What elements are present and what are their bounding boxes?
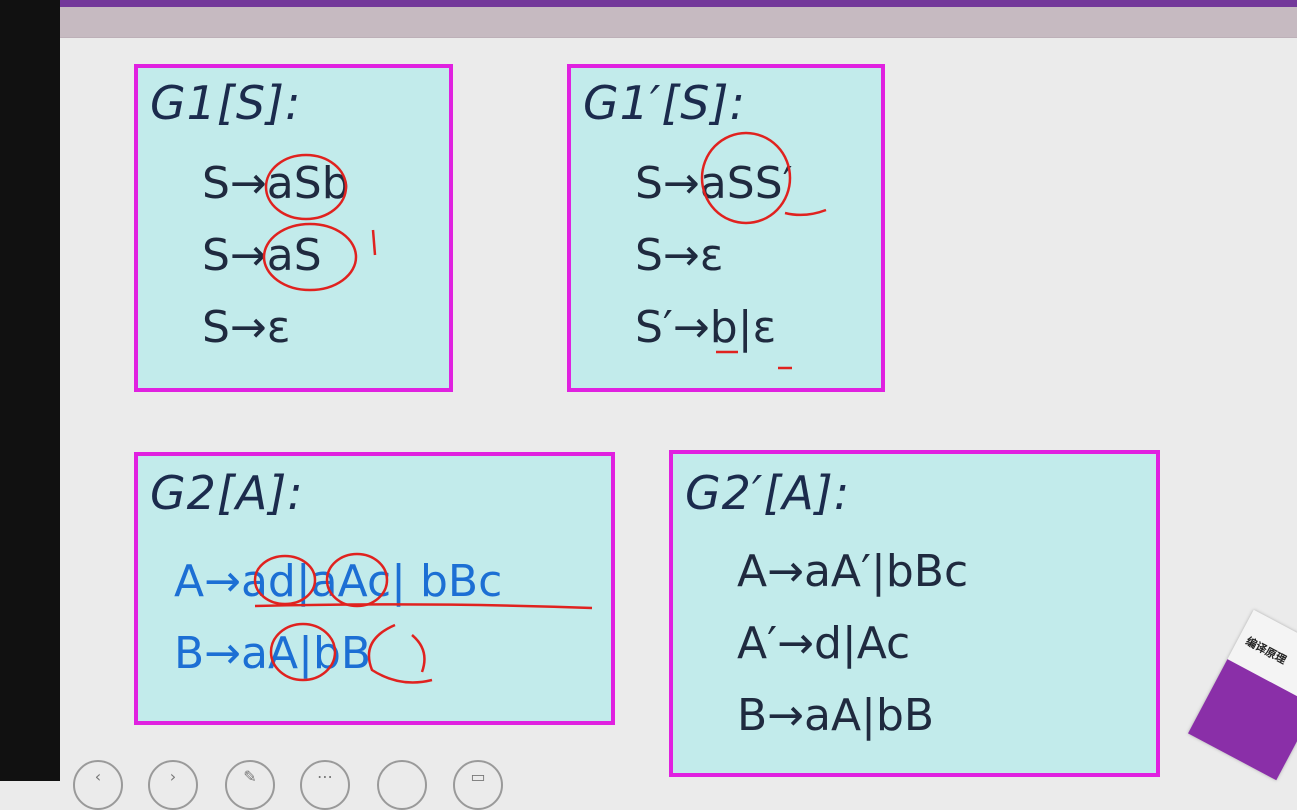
top-accent-bar	[60, 0, 1297, 7]
grammar-box-g2-prime: G2′[A]: A→aA′|bBc A′→d|Ac B→aA|bB	[669, 450, 1160, 777]
header-band	[60, 7, 1297, 38]
production: S→ε	[202, 302, 291, 353]
production: S→ε	[635, 230, 724, 281]
production: S→aS	[202, 230, 322, 281]
grammar-box-g1-prime: G1′[S]: S→aSS′ S→ε S′→b|ε	[567, 64, 885, 392]
book-cover-color	[1187, 659, 1297, 781]
production: S→aSS′	[635, 158, 793, 209]
pen-icon[interactable]: ✎	[225, 760, 275, 810]
box-title: G2[A]:	[150, 466, 304, 520]
grammar-box-g1: G1[S]: S→aSb S→aS S→ε	[134, 64, 453, 392]
production: S′→b|ε	[635, 302, 777, 353]
production: B→aA|bB	[737, 690, 935, 741]
book-cover-image: 编译原理	[1187, 609, 1297, 781]
blank-icon[interactable]	[377, 760, 427, 810]
production: B→aA|bB	[174, 628, 372, 679]
production: A→ad|aAc| bBc	[174, 556, 503, 607]
box-title: G1[S]:	[150, 76, 302, 130]
box-title: G1′[S]:	[583, 76, 746, 130]
production: A′→d|Ac	[737, 618, 911, 669]
book-title: 编译原理	[1243, 634, 1289, 667]
production: S→aSb	[202, 158, 350, 209]
layout-icon[interactable]: ▭	[453, 760, 503, 810]
next-icon[interactable]: ›	[148, 760, 198, 810]
production: A→aA′|bBc	[737, 546, 969, 597]
left-black-bar	[0, 0, 60, 781]
select-icon[interactable]: ⋯	[300, 760, 350, 810]
prev-icon[interactable]: ‹	[73, 760, 123, 810]
box-title: G2′[A]:	[685, 466, 851, 520]
grammar-box-g2: G2[A]: A→ad|aAc| bBc B→aA|bB	[134, 452, 615, 725]
